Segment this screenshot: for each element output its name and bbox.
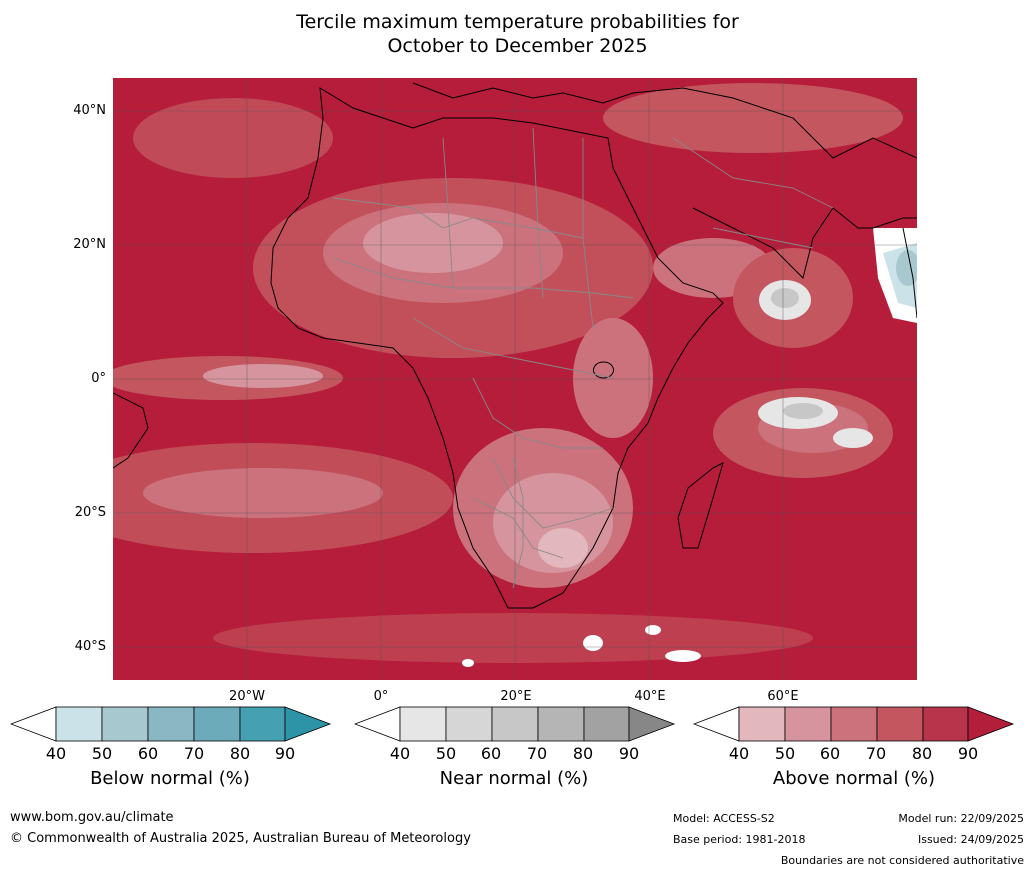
- tick: 60: [819, 744, 841, 763]
- footer-model: Model: ACCESS-S2: [673, 812, 775, 825]
- probability-map[interactable]: [113, 78, 917, 680]
- colorbar-below-normal: [9, 706, 332, 746]
- tick: 50: [435, 744, 457, 763]
- tick: 60: [137, 744, 159, 763]
- colorbar-near-svg: [353, 706, 676, 742]
- title-line-2: October to December 2025: [387, 35, 648, 57]
- tick: 80: [229, 744, 251, 763]
- lat-label-40n: 40°N: [73, 103, 106, 118]
- colorbar-below-label: Below normal (%): [90, 768, 250, 789]
- footer-disclaimer: Boundaries are not considered authoritat…: [780, 854, 1024, 867]
- above-normal-zones: [113, 83, 903, 663]
- tick: 60: [480, 744, 502, 763]
- lon-label-20w: 20°W: [229, 689, 265, 704]
- tick: 70: [865, 744, 887, 763]
- colorbar-above-label: Above normal (%): [772, 768, 936, 789]
- tick: 90: [274, 744, 296, 763]
- lat-label-40s: 40°S: [74, 639, 106, 654]
- lat-label-20s: 20°S: [74, 505, 106, 520]
- tick: 40: [389, 744, 411, 763]
- tick: 50: [91, 744, 113, 763]
- tick: 90: [618, 744, 640, 763]
- coastlines: [113, 82, 917, 609]
- colorbar-above-svg: [692, 706, 1015, 742]
- footer-model-run: Model run: 22/09/2025: [898, 812, 1024, 825]
- colorbar-near-label: Near normal (%): [439, 768, 589, 789]
- lon-label-20e: 20°E: [500, 689, 532, 704]
- footer-issued: Issued: 24/09/2025: [917, 833, 1024, 846]
- lat-label-20n: 20°N: [73, 237, 106, 252]
- tick: 50: [774, 744, 796, 763]
- tick: 80: [572, 744, 594, 763]
- lon-label-60e: 60°E: [767, 689, 799, 704]
- lon-label-0: 0°: [373, 689, 389, 704]
- chart-title: Tercile maximum temperature probabilitie…: [0, 10, 1035, 58]
- tick: 80: [911, 744, 933, 763]
- lat-label-0: 0°: [91, 371, 106, 386]
- tick: 40: [45, 744, 67, 763]
- tick: 90: [957, 744, 979, 763]
- map-svg: [113, 78, 917, 680]
- lon-label-40e: 40°E: [634, 689, 666, 704]
- footer-base-period: Base period: 1981-2018: [673, 833, 806, 846]
- graticule: [113, 78, 917, 680]
- title-line-1: Tercile maximum temperature probabilitie…: [296, 11, 739, 33]
- tick: 40: [728, 744, 750, 763]
- colorbar-above-normal: [692, 706, 1015, 746]
- colorbar-near-normal: [353, 706, 676, 746]
- near-normal-zones: [462, 280, 873, 667]
- below-normal-zones: [873, 228, 917, 323]
- country-borders: [332, 127, 834, 589]
- footer-website[interactable]: www.bom.gov.au/climate: [10, 810, 174, 825]
- tick: 70: [183, 744, 205, 763]
- colorbar-below-svg: [9, 706, 332, 742]
- footer-copyright: © Commonwealth of Australia 2025, Austra…: [10, 831, 471, 846]
- tick: 70: [526, 744, 548, 763]
